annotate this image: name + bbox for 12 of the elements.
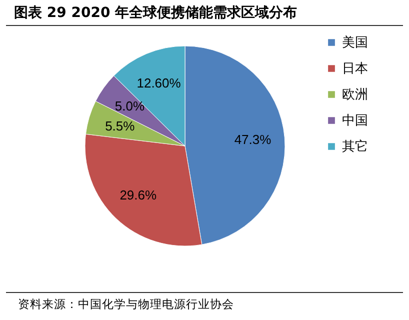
- data-label: 5.0%: [114, 98, 145, 114]
- legend-label: 中国: [342, 114, 368, 128]
- data-label: 29.6%: [120, 187, 158, 202]
- legend-label: 日本: [342, 62, 368, 76]
- legend-label: 其它: [342, 138, 368, 154]
- legend-label: 欧洲: [342, 88, 368, 102]
- chart-title: 图表 29 2020 年全球便携储能需求区域分布: [6, 0, 403, 26]
- data-label: 5.5%: [105, 118, 136, 134]
- text: 资料来源：中国化学与物理电源行业协会: [6, 292, 403, 312]
- data-label: 12.60%: [136, 75, 182, 90]
- legend-label: 美国: [342, 34, 368, 50]
- data-label: 47.3%: [234, 132, 272, 148]
